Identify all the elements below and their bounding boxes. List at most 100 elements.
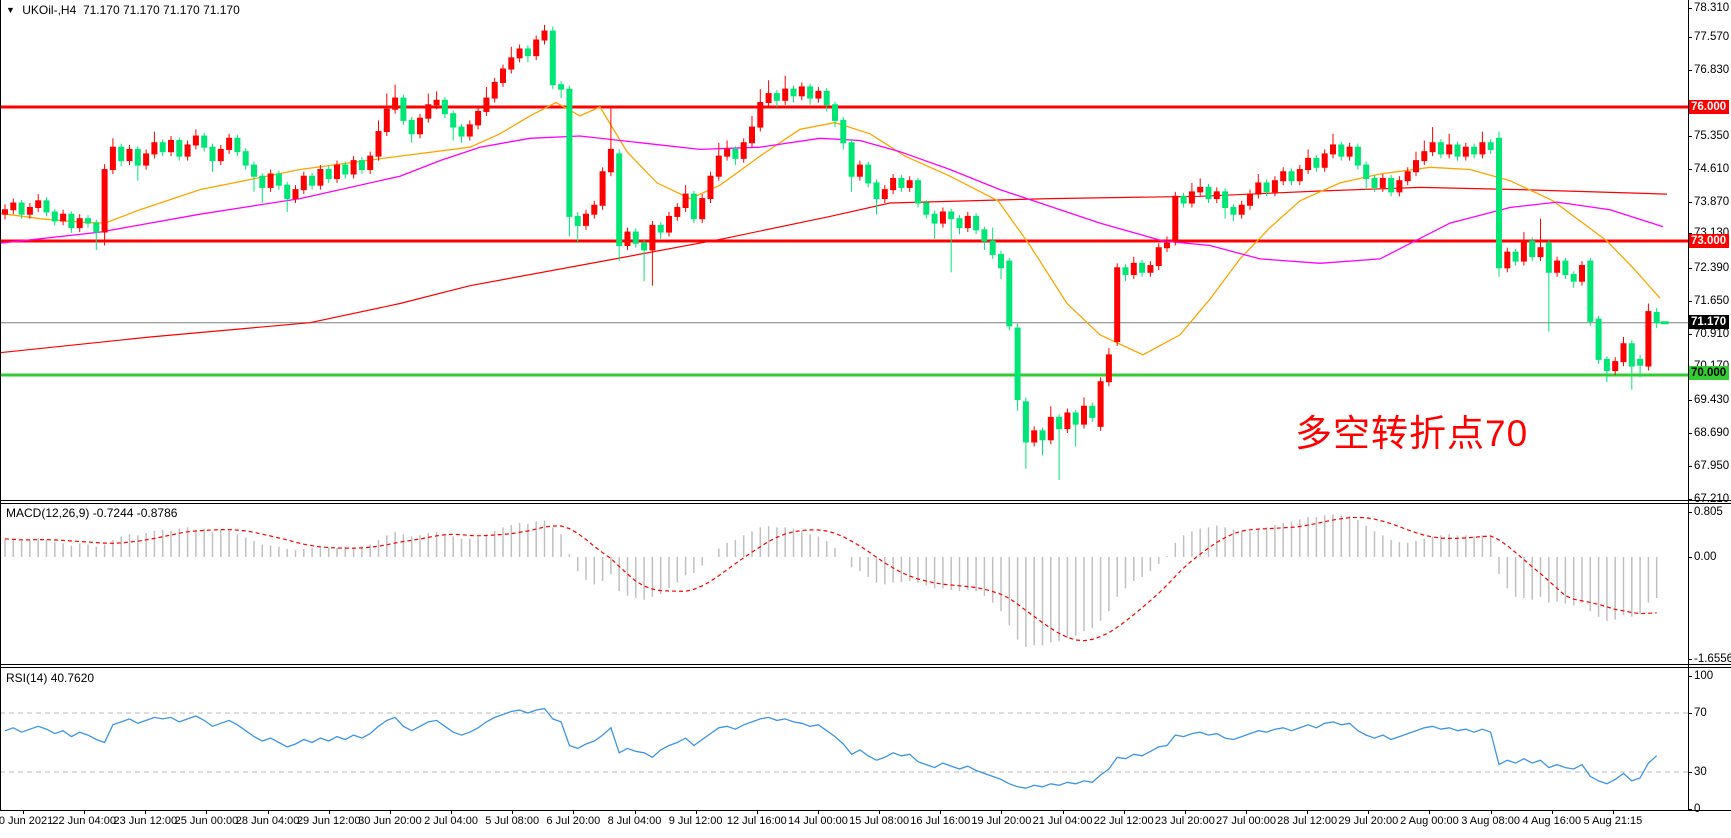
bull-candle-body — [1645, 311, 1652, 367]
bear-candle-body — [641, 242, 648, 251]
rsi-axis-label: 100 — [1694, 670, 1714, 682]
bear-candle-body — [176, 140, 183, 157]
bear-candle-body — [458, 126, 465, 137]
price-axis-label: 67.210 — [1694, 493, 1730, 505]
bear-candle-body — [1471, 146, 1478, 155]
bear-candle-body — [1595, 318, 1602, 360]
bear-candle-body — [558, 84, 565, 90]
bull-candle-body — [367, 155, 374, 171]
macd-pane-label: MACD(12,26,9) -0.7244 -0.8786 — [6, 506, 177, 520]
bull-candle-body — [1255, 182, 1262, 195]
bull-candle-body — [765, 93, 772, 104]
bull-candle-body — [682, 193, 689, 209]
bull-candle-body — [26, 207, 33, 215]
bull-candle-body — [192, 135, 199, 146]
bear-candle-body — [1437, 142, 1444, 155]
bull-candle-body — [1213, 191, 1220, 200]
price-axis-tick — [1688, 136, 1692, 137]
bear-candle-body — [118, 146, 125, 162]
bear-candle-body — [1363, 164, 1370, 179]
bull-candle-body — [2, 209, 8, 215]
bull-candle-body — [624, 231, 631, 246]
bull-candle-body — [533, 39, 540, 57]
price-axis-tick — [1688, 70, 1692, 71]
rsi-axis-tick — [1688, 772, 1692, 773]
time-axis-label: 29 Jul 20:00 — [1338, 815, 1399, 827]
bear-candle-body — [441, 99, 448, 115]
bull-candle-body — [964, 215, 971, 229]
bear-candle-body — [566, 88, 573, 217]
bear-candle-body — [450, 113, 457, 128]
symbol-dropdown-icon[interactable]: ▼ — [6, 5, 15, 15]
bull-candle-body — [1114, 267, 1121, 343]
bear-candle-body — [1039, 430, 1046, 441]
bear-candle-body — [823, 90, 830, 106]
time-axis-label: 28 Jul 12:00 — [1277, 815, 1338, 827]
time-axis-label: 27 Jul 00:00 — [1216, 815, 1276, 827]
bull-candle-body — [226, 137, 233, 150]
bull-candle-body — [516, 48, 523, 59]
price-axis-tick — [1688, 233, 1692, 234]
ma-mid-line — [0, 135, 1664, 264]
bull-candle-body — [350, 160, 357, 175]
bear-candle-body — [1653, 311, 1660, 324]
bull-candle-body — [267, 173, 274, 188]
macd-indicator-values: -0.7244 -0.8786 — [92, 506, 178, 520]
symbol-name: UKOil-,H4 — [22, 3, 77, 17]
bear-candle-body — [1628, 343, 1635, 367]
bear-candle-body — [657, 224, 664, 233]
bull-candle-body — [334, 164, 340, 179]
bull-candle-body — [1620, 343, 1627, 363]
bull-candle-body — [60, 213, 67, 222]
time-axis-tick — [451, 810, 453, 814]
bull-candle-body — [1188, 191, 1195, 204]
bull-candle-body — [300, 175, 307, 191]
price-axis-tick — [1688, 37, 1692, 38]
bear-candle-body — [18, 202, 25, 215]
bull-candle-body — [707, 175, 714, 200]
bull-candle-body — [1147, 265, 1154, 273]
bear-candle-body — [915, 180, 921, 204]
bear-candle-body — [1022, 401, 1029, 443]
bull-candle-body — [1554, 260, 1561, 273]
bull-candle-body — [798, 86, 805, 97]
bear-candle-body — [632, 231, 639, 244]
rsi-line — [4, 707, 1658, 789]
bear-candle-body — [85, 218, 91, 224]
price-axis-tick — [1688, 301, 1692, 302]
bear-candle-body — [68, 213, 75, 229]
time-axis-tick — [1612, 810, 1614, 814]
symbol-title[interactable]: ▼ UKOil-,H4 71.170 71.170 71.170 71.170 — [6, 3, 240, 17]
price-axis-tick — [1688, 169, 1692, 170]
time-axis-label: 23 Jun 12:00 — [113, 815, 178, 827]
bear-candle-body — [1006, 260, 1013, 327]
time-axis-tick — [1184, 810, 1186, 814]
bull-candle-body — [1504, 251, 1511, 269]
bull-candle-body — [1413, 160, 1419, 173]
bear-candle-body — [251, 164, 257, 177]
time-axis-tick — [1490, 810, 1492, 814]
bull-candle-body — [375, 131, 382, 157]
bear-candle-body — [93, 222, 100, 233]
bear-candle-body — [1056, 416, 1063, 430]
bear-candle-body — [1354, 146, 1361, 166]
bear-candle-body — [242, 151, 249, 166]
bear-candle-body — [690, 193, 697, 220]
time-axis-tick — [756, 810, 758, 814]
macd-rsi-separator[interactable] — [0, 664, 1731, 665]
bear-candle-body — [1587, 260, 1594, 322]
bull-candle-body — [466, 124, 473, 137]
time-axis-label: 12 Jul 16:00 — [726, 815, 787, 827]
rsi-indicator-value: 40.7620 — [50, 671, 95, 685]
bull-candle-body — [1520, 240, 1527, 262]
bear-candle-body — [43, 200, 50, 213]
bear-candle-body — [51, 211, 58, 222]
bear-candle-body — [790, 88, 797, 97]
bear-candle-body — [773, 93, 780, 101]
bull-candle-body — [1238, 204, 1245, 215]
main-macd-separator[interactable] — [0, 500, 1731, 501]
bull-candle-body — [392, 97, 399, 110]
bull-candle-body — [1446, 144, 1453, 155]
price-axis-tick — [1688, 334, 1692, 335]
